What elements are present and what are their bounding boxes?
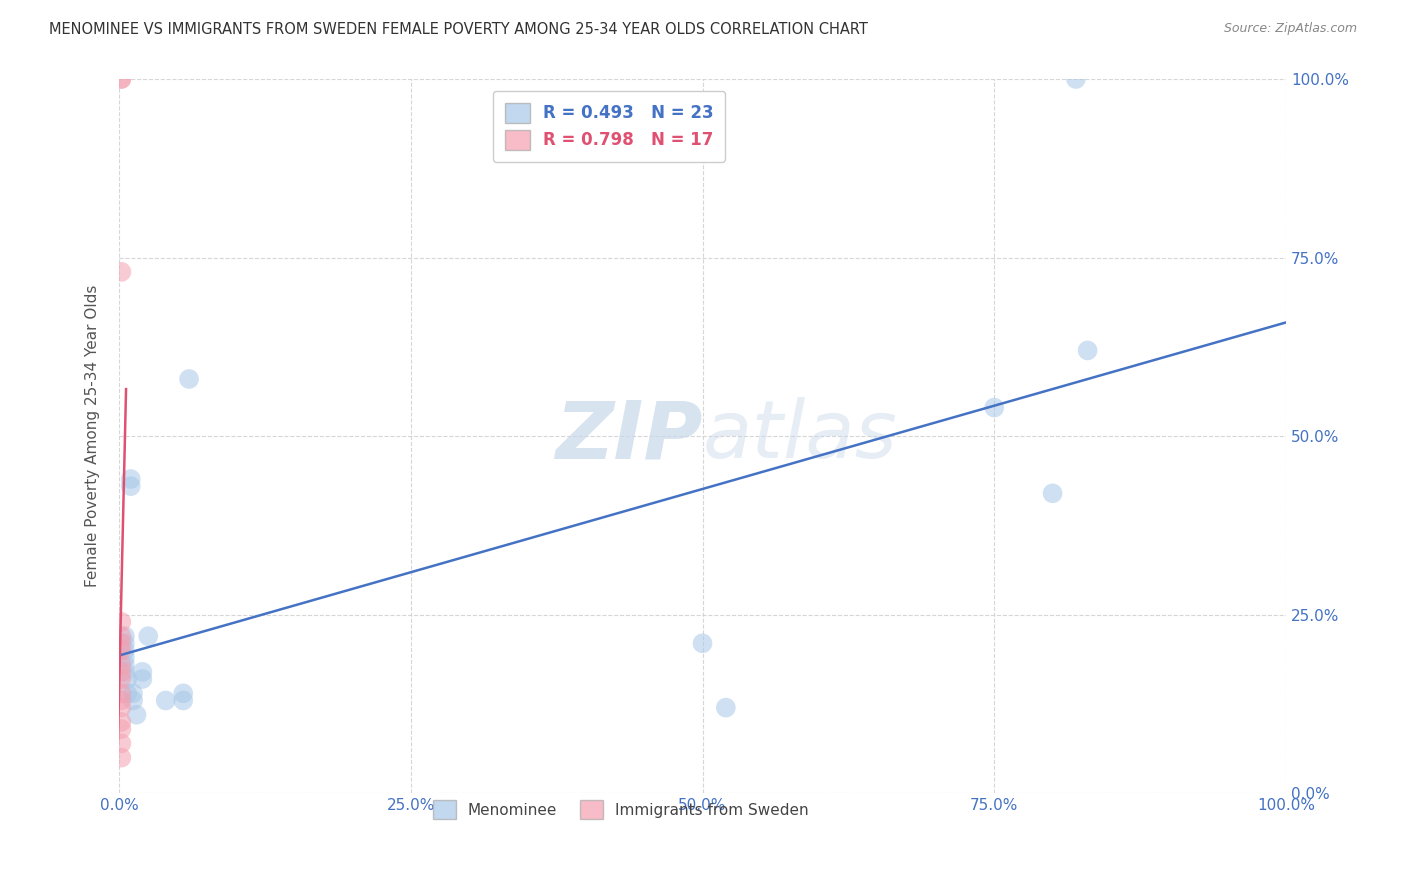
Point: [110, 629, 132, 643]
Text: Source: ZipAtlas.com: Source: ZipAtlas.com: [1223, 22, 1357, 36]
Point: [172, 686, 194, 700]
Point: [114, 657, 136, 672]
Point: [110, 265, 132, 279]
Text: ZIP: ZIP: [555, 397, 703, 475]
Point: [122, 693, 145, 707]
Point: [110, 700, 132, 714]
Point: [110, 615, 132, 629]
Point: [131, 672, 153, 686]
Point: [110, 643, 132, 657]
Point: [110, 665, 132, 679]
Point: [114, 650, 136, 665]
Legend: Menominee, Immigrants from Sweden: Menominee, Immigrants from Sweden: [426, 794, 815, 825]
Point: [1064, 72, 1087, 87]
Point: [110, 686, 132, 700]
Point: [110, 636, 132, 650]
Point: [110, 693, 132, 707]
Point: [110, 714, 132, 729]
Y-axis label: Female Poverty Among 25-34 Year Olds: Female Poverty Among 25-34 Year Olds: [86, 285, 100, 587]
Point: [125, 707, 148, 722]
Point: [983, 401, 1005, 415]
Point: [714, 700, 737, 714]
Point: [110, 722, 132, 736]
Point: [110, 72, 132, 87]
Point: [114, 636, 136, 650]
Point: [110, 72, 132, 87]
Point: [155, 693, 177, 707]
Point: [172, 693, 194, 707]
Point: [120, 479, 142, 493]
Point: [115, 686, 138, 700]
Point: [1042, 486, 1064, 500]
Text: atlas: atlas: [703, 397, 897, 475]
Point: [177, 372, 200, 386]
Text: MENOMINEE VS IMMIGRANTS FROM SWEDEN FEMALE POVERTY AMONG 25-34 YEAR OLDS CORRELA: MENOMINEE VS IMMIGRANTS FROM SWEDEN FEMA…: [49, 22, 868, 37]
Point: [114, 643, 136, 657]
Point: [110, 672, 132, 686]
Point: [110, 750, 132, 764]
Point: [1077, 343, 1099, 358]
Point: [120, 472, 142, 486]
Point: [131, 665, 153, 679]
Point: [115, 672, 138, 686]
Point: [110, 657, 132, 672]
Point: [114, 629, 136, 643]
Point: [136, 629, 159, 643]
Point: [692, 636, 714, 650]
Point: [110, 736, 132, 750]
Point: [114, 665, 136, 679]
Point: [122, 686, 145, 700]
